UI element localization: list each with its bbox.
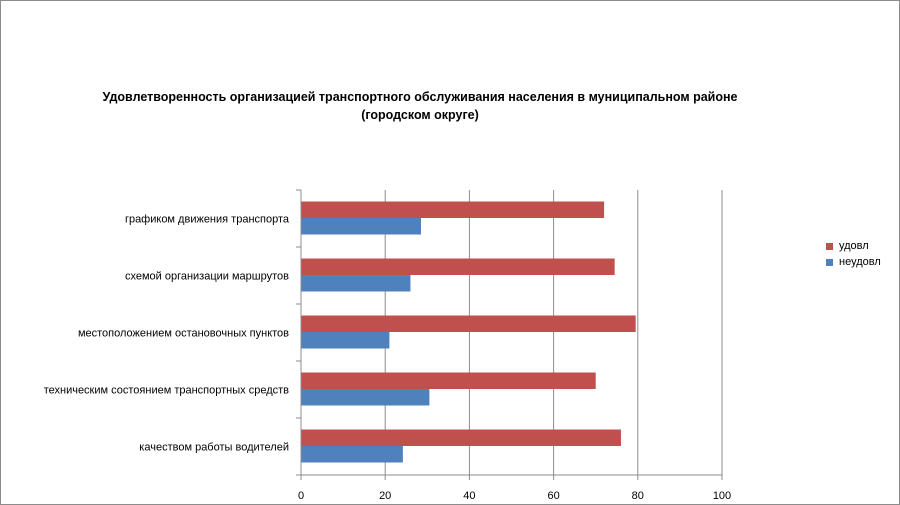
x-tick-label: 20 — [379, 490, 391, 502]
legend-item-unsatisfied: неудовл — [826, 254, 881, 270]
bar-unsatisfied — [301, 389, 430, 406]
x-tick-label: 100 — [713, 490, 731, 502]
category-label: схемой организации маршрутов — [125, 271, 289, 283]
legend-swatch-unsatisfied — [826, 258, 833, 266]
chart-title: Удовлетворенность организацией транспорт… — [60, 88, 780, 124]
legend-item-satisfied: удовл — [826, 238, 881, 254]
legend-label-satisfied: удовл — [839, 240, 869, 252]
legend: удовл неудовл — [826, 238, 881, 270]
x-tick-label: 60 — [547, 490, 559, 502]
legend-label-unsatisfied: неудовл — [839, 256, 881, 268]
category-label: графиком движения транспорта — [125, 214, 290, 226]
bar-satisfied — [301, 429, 621, 446]
bar-satisfied — [301, 315, 636, 332]
category-label: местоположением остановочных пунктов — [78, 328, 289, 340]
bar-unsatisfied — [301, 218, 421, 235]
category-label: техническим состоянием транспортных сред… — [44, 385, 289, 397]
x-tick-label: 0 — [298, 490, 304, 502]
bar-unsatisfied — [301, 332, 390, 349]
x-tick-label: 80 — [632, 490, 644, 502]
chart-title-line-2: (городском округе) — [361, 108, 479, 122]
category-label: качеством работы водителей — [139, 442, 289, 454]
x-tick-label: 40 — [463, 490, 475, 502]
chart-title-line-1: Удовлетворенность организацией транспорт… — [102, 90, 738, 104]
bar-satisfied — [301, 372, 596, 389]
bar-unsatisfied — [301, 446, 403, 463]
bar-satisfied — [301, 258, 615, 275]
bar-unsatisfied — [301, 275, 411, 292]
legend-swatch-satisfied — [826, 242, 833, 250]
bar-satisfied — [301, 201, 605, 218]
